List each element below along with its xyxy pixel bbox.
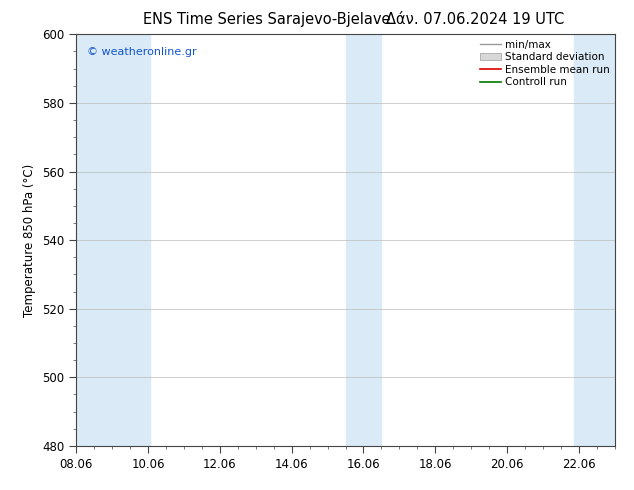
Bar [76, 34, 112, 446]
Bar [112, 34, 150, 446]
Legend: min/max, Standard deviation, Ensemble mean run, Controll run: min/max, Standard deviation, Ensemble me… [478, 37, 612, 89]
Y-axis label: Temperature 850 hPa (°C): Temperature 850 hPa (°C) [23, 164, 37, 317]
Bar [346, 34, 382, 446]
Bar [574, 34, 615, 446]
Text: Δάν. 07.06.2024 19 UTC: Δάν. 07.06.2024 19 UTC [386, 12, 565, 27]
Text: © weatheronline.gr: © weatheronline.gr [87, 47, 197, 57]
Text: ENS Time Series Sarajevo-Bjelave: ENS Time Series Sarajevo-Bjelave [143, 12, 390, 27]
